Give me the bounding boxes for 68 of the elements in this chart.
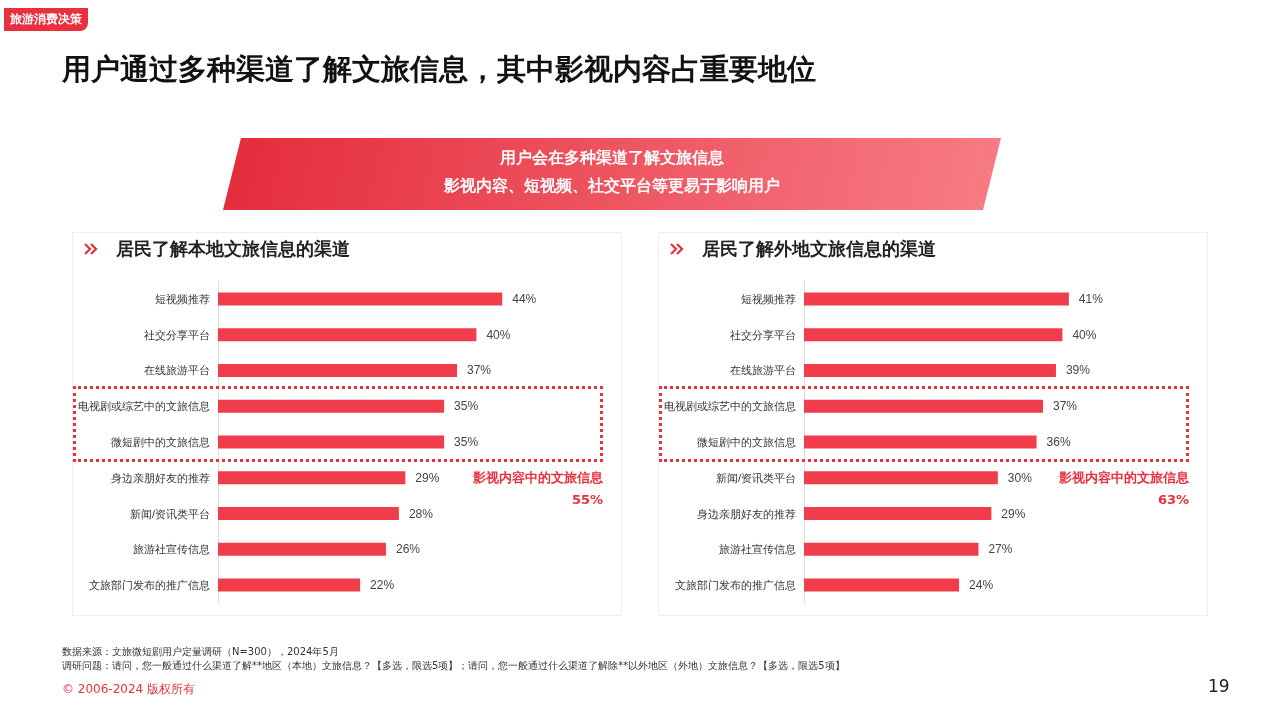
- y-tick-label: 身边亲朋好友的推荐: [111, 471, 210, 484]
- y-tick-label: 文旅部门发布的推广信息: [89, 579, 210, 592]
- data-label: 44%: [512, 291, 537, 306]
- bar: [804, 292, 1069, 306]
- bar: [218, 292, 503, 306]
- bar: [218, 399, 445, 413]
- y-tick-label: 短视频推荐: [155, 292, 210, 305]
- y-tick-label: 短视频推荐: [741, 292, 796, 305]
- y-tick-label: 社交分享平台: [730, 328, 796, 341]
- data-label: 27%: [988, 542, 1013, 557]
- y-tick-label: 微短剧中的文旅信息: [697, 436, 796, 448]
- data-label: 24%: [969, 578, 994, 593]
- text: © 2006-2024 版权所有: [62, 681, 196, 698]
- bar: [218, 542, 386, 556]
- chart-title: 居民了解外地文旅信息的渠道: [701, 239, 936, 259]
- bar: [218, 328, 477, 342]
- y-tick-label: 电视剧或综艺中的文旅信息: [664, 400, 796, 413]
- data-label: 30%: [1007, 470, 1033, 485]
- bar: [218, 363, 458, 377]
- data-label: 29%: [1001, 506, 1026, 521]
- data-label: 28%: [408, 506, 434, 521]
- data-label: 41%: [1078, 291, 1104, 306]
- text: 63%: [1157, 492, 1189, 507]
- y-tick-label: 在线旅游平台: [730, 364, 796, 377]
- bar: [218, 471, 406, 485]
- bar: [804, 542, 979, 556]
- data-label: 40%: [486, 327, 511, 342]
- data-label: 35%: [454, 435, 479, 449]
- text: 用户会在多种渠道了解文旅信息: [499, 148, 725, 169]
- bar: [804, 363, 1056, 377]
- text: 19: [1208, 676, 1230, 696]
- text: 调研问题：请问，您一般通过什么渠道了解**地区（本地）文旅信息？【多选，限选5项】；请问，您一般通过什么渠道了解除**以外地区（外地）文旅信息？【多选，限选5项】: [62, 659, 845, 673]
- data-label: 29%: [415, 470, 440, 485]
- y-tick-label: 社交分享平台: [144, 328, 210, 341]
- bar: [804, 507, 992, 521]
- y-tick-label: 旅游社宣传信息: [133, 543, 210, 556]
- data-label: 36%: [1046, 435, 1071, 449]
- y-tick-label: 电视剧或综艺中的文旅信息: [78, 400, 210, 413]
- data-label: 26%: [395, 542, 421, 557]
- data-label: 35%: [454, 399, 479, 414]
- y-tick-label: 微短剧中的文旅信息: [111, 436, 210, 448]
- bar: [804, 328, 1063, 342]
- bar: [804, 399, 1044, 413]
- data-label: 39%: [1065, 363, 1091, 378]
- y-tick-label: 旅游社宣传信息: [719, 543, 796, 556]
- y-tick-label: 新闻/资讯类平台: [715, 471, 796, 484]
- y-tick-label: 身边亲朋好友的推荐: [697, 507, 796, 520]
- text: 旅游消费决策: [4, 8, 88, 31]
- annotation: 影视内容中的文旅信息: [1059, 469, 1189, 487]
- bar: [804, 435, 1037, 449]
- y-tick-label: 新闻/资讯类平台: [129, 507, 210, 520]
- data-label: 37%: [1053, 399, 1078, 414]
- bar: [804, 578, 960, 592]
- data-label: 40%: [1072, 327, 1097, 342]
- y-tick-label: 文旅部门发布的推广信息: [675, 579, 796, 592]
- bar: [218, 435, 445, 449]
- bar: [218, 578, 361, 592]
- text: 用户通过多种渠道了解文旅信息，其中影视内容占重要地位: [62, 51, 816, 88]
- chart-title: 居民了解本地文旅信息的渠道: [115, 239, 350, 259]
- bar: [218, 507, 399, 521]
- text: 影视内容、短视频、社交平台等更易于影响用户: [443, 176, 781, 197]
- source-note: 数据来源：文旅微短剧用户定量调研（N=300），2024年5月: [62, 645, 339, 659]
- annotation: 影视内容中的文旅信息: [473, 469, 603, 487]
- data-label: 37%: [467, 363, 492, 378]
- text: 55%: [571, 492, 603, 507]
- y-tick-label: 在线旅游平台: [144, 364, 210, 377]
- data-label: 22%: [370, 578, 395, 593]
- bar: [804, 471, 998, 485]
